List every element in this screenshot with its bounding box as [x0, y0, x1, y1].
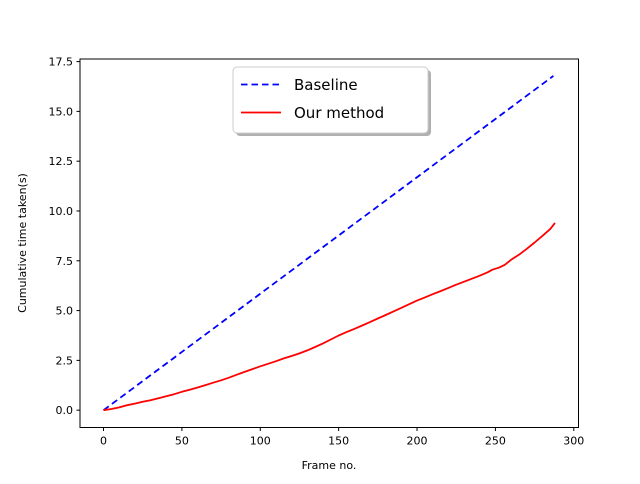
- y-axis-label: Cumulative time taken(s): [16, 173, 29, 313]
- y-axis: 0.0 2.5 5.0 7.5 10.0 12.5 15.0 17.5: [49, 56, 80, 417]
- y-tick-label: 2.5: [56, 354, 74, 367]
- legend-our-method-label: Our method: [294, 104, 384, 122]
- y-tick-label: 5.0: [56, 305, 74, 318]
- x-axis-label: Frame no.: [302, 459, 357, 472]
- y-tick-label: 0.0: [56, 404, 74, 417]
- y-tick-label: 7.5: [56, 255, 74, 268]
- x-tick-label: 100: [250, 435, 271, 448]
- baseline-series-line: [102, 75, 554, 411]
- y-tick-label: 17.5: [49, 56, 74, 69]
- y-tick-label: 15.0: [49, 105, 74, 118]
- legend: Baseline Our method: [232, 66, 431, 136]
- x-tick-label: 50: [175, 435, 189, 448]
- x-tick-label: 300: [563, 435, 584, 448]
- our-method-series-line: [103, 222, 556, 412]
- x-tick-label: 250: [485, 435, 506, 448]
- legend-baseline-label: Baseline: [294, 76, 358, 94]
- y-tick-label: 12.5: [49, 155, 74, 168]
- x-axis: 0 50 100 150 200 250 300: [100, 427, 584, 448]
- plot-border: [79, 58, 579, 428]
- legend-box: [232, 66, 429, 134]
- series-group: [102, 75, 556, 412]
- x-tick-label: 150: [328, 435, 349, 448]
- x-tick-label: 0: [100, 435, 107, 448]
- y-tick-label: 10.0: [49, 205, 74, 218]
- x-tick-label: 200: [407, 435, 428, 448]
